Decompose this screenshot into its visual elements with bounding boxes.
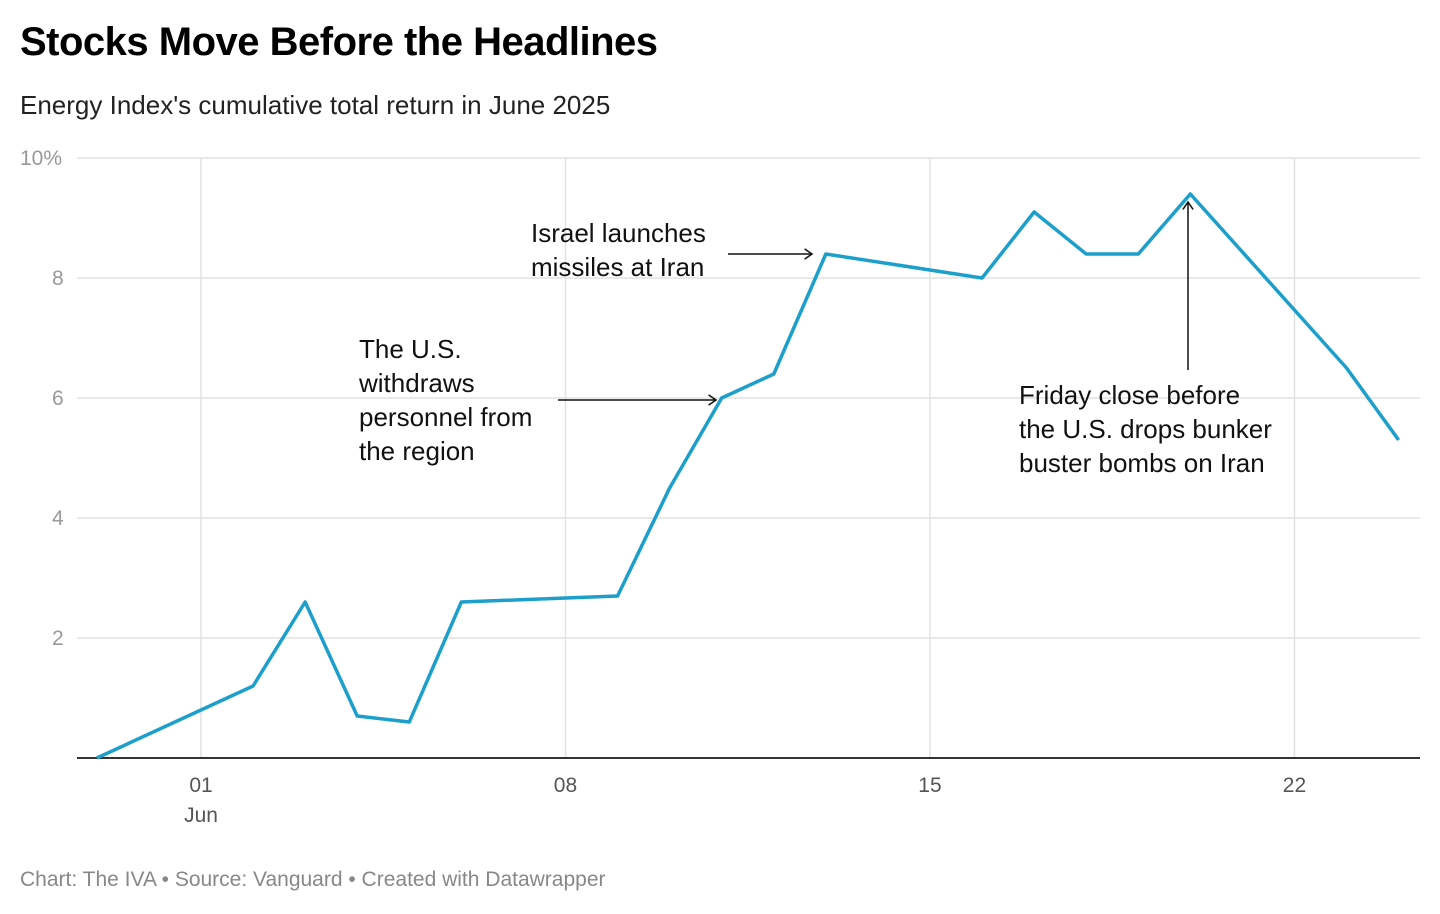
y-tick-label: 6	[52, 387, 64, 410]
chart-title: Stocks Move Before the Headlines	[20, 20, 658, 64]
annotation-text: Friday close before	[1019, 380, 1240, 410]
annotation-text: the region	[359, 436, 475, 466]
y-tick-label: 2	[52, 627, 64, 650]
annotation-text: buster bombs on Iran	[1019, 448, 1265, 478]
x-tick-label: 08	[554, 774, 577, 797]
annotation-arrowhead	[708, 394, 718, 406]
annotation-text: withdraws	[358, 368, 475, 398]
x-tick-label: 01	[189, 774, 212, 797]
x-tick-label: 22	[1283, 774, 1306, 797]
annotation-text: personnel from	[359, 402, 532, 432]
annotation-arrowhead	[804, 248, 814, 260]
annotation-text: missiles at Iran	[531, 252, 704, 282]
chart-subtitle: Energy Index's cumulative total return i…	[20, 90, 611, 120]
x-tick-sublabel: Jun	[184, 804, 218, 827]
y-tick-label: 4	[52, 507, 64, 530]
chart-footer: Chart: The IVA • Source: Vanguard • Crea…	[20, 868, 606, 891]
annotation-text: The U.S.	[359, 334, 462, 364]
y-tick-label: 8	[52, 267, 64, 290]
annotation-arrowhead	[1182, 200, 1194, 210]
series-line	[96, 192, 1401, 760]
annotation-text: the U.S. drops bunker	[1019, 414, 1272, 444]
y-tick-label: 10%	[20, 147, 62, 170]
x-tick-label: 15	[918, 774, 941, 797]
annotation-text: Israel launches	[531, 218, 706, 248]
